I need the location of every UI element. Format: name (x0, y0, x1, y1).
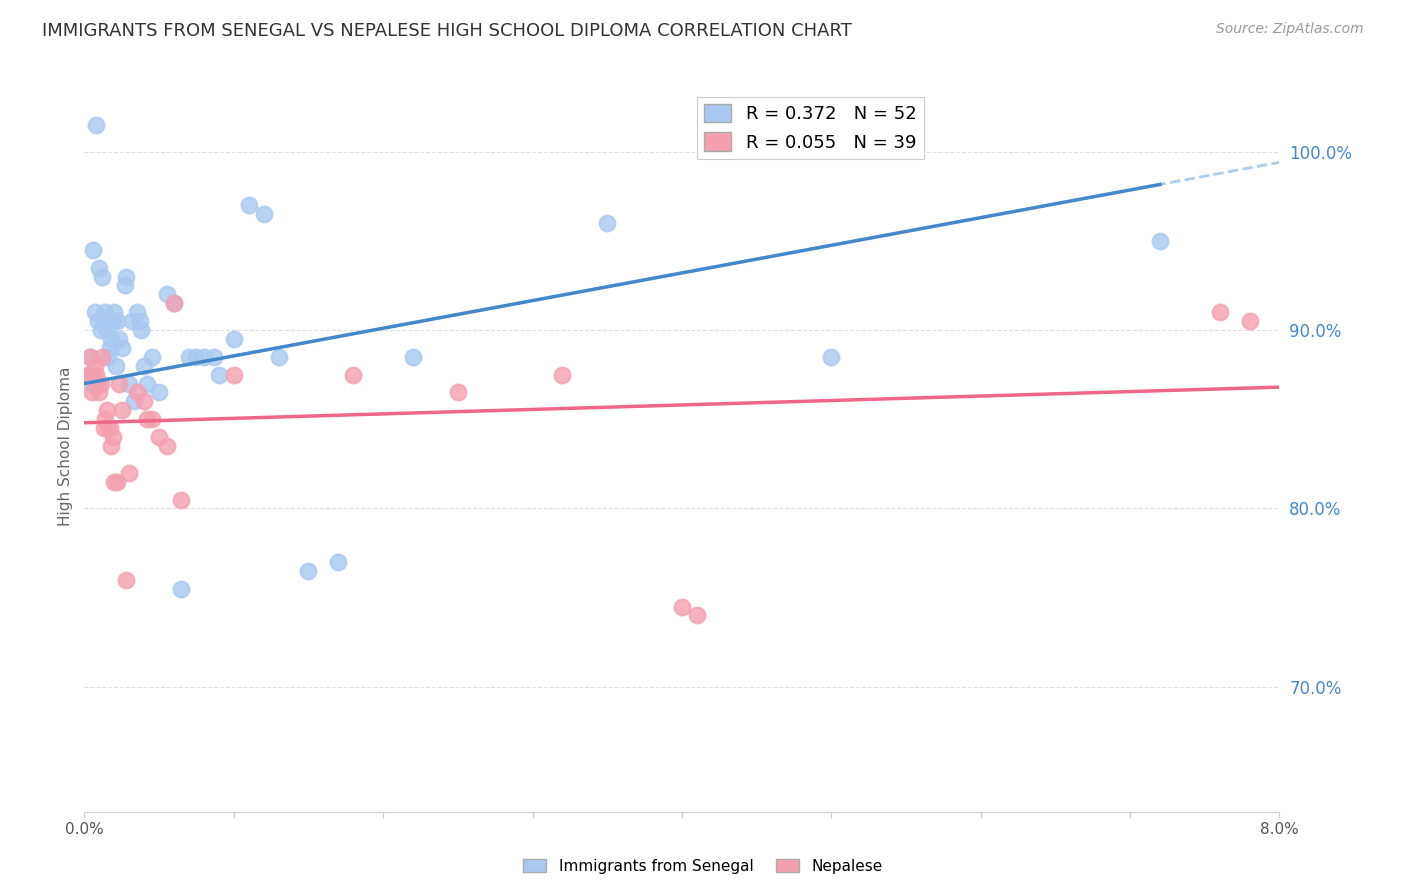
Legend: R = 0.372   N = 52, R = 0.055   N = 39: R = 0.372 N = 52, R = 0.055 N = 39 (697, 96, 924, 159)
Point (98, 341, 121, 355)
Point (86, 368, 108, 382)
Point (105, 314, 128, 328)
Point (148, 430, 170, 444)
Point (90, 323, 112, 337)
Point (125, 305, 148, 319)
Point (111, 341, 134, 355)
Point (93, 421, 115, 435)
Point (141, 350, 163, 364)
Point (100, 439, 122, 453)
Text: IMMIGRANTS FROM SENEGAL VS NEPALESE HIGH SCHOOL DIPLOMA CORRELATION CHART: IMMIGRANTS FROM SENEGAL VS NEPALESE HIGH… (42, 22, 852, 40)
Point (671, 599, 693, 614)
Legend: Immigrants from Senegal, Nepalese: Immigrants from Senegal, Nepalese (517, 853, 889, 880)
Point (93, 314, 115, 328)
Point (103, 475, 125, 489)
Point (122, 394, 145, 409)
Point (125, 385, 148, 400)
Point (94, 412, 117, 426)
Point (163, 296, 186, 310)
Point (107, 332, 129, 346)
Point (238, 198, 260, 212)
Point (82, 243, 104, 257)
Point (163, 296, 186, 310)
Point (177, 350, 200, 364)
Point (107, 376, 129, 391)
Point (170, 582, 193, 596)
Point (1209, 305, 1232, 319)
Point (104, 359, 127, 373)
Point (101, 314, 124, 328)
Point (141, 412, 163, 426)
Point (402, 350, 425, 364)
Point (115, 573, 138, 587)
Point (136, 412, 159, 426)
Point (170, 492, 193, 507)
Point (103, 305, 125, 319)
Point (91, 350, 114, 364)
Point (83, 305, 105, 319)
Point (101, 430, 124, 444)
Point (328, 555, 350, 569)
Point (447, 385, 470, 400)
Point (80, 376, 103, 391)
Point (91, 269, 114, 284)
Point (77, 368, 100, 382)
Point (89, 385, 111, 400)
Point (129, 323, 152, 337)
Point (115, 269, 138, 284)
Text: Source: ZipAtlas.com: Source: ZipAtlas.com (1216, 22, 1364, 37)
Point (82, 368, 104, 382)
Point (186, 350, 208, 364)
Point (222, 368, 245, 382)
Point (98, 421, 121, 435)
Point (89, 260, 111, 275)
Point (128, 314, 150, 328)
Point (118, 376, 141, 391)
Point (83, 359, 105, 373)
Point (155, 287, 177, 301)
Point (820, 350, 842, 364)
Point (1239, 314, 1261, 328)
Point (132, 394, 156, 409)
Point (155, 439, 177, 453)
Point (86, 118, 108, 132)
Point (686, 608, 709, 623)
Point (121, 314, 143, 328)
Point (208, 368, 231, 382)
Point (111, 403, 134, 417)
Point (148, 385, 170, 400)
Point (105, 475, 128, 489)
Y-axis label: High School Diploma: High School Diploma (58, 367, 73, 525)
Point (253, 207, 276, 221)
Point (96, 403, 118, 417)
Point (551, 368, 574, 382)
Point (97, 421, 120, 435)
Point (222, 332, 245, 346)
Point (79, 350, 101, 364)
Point (76, 368, 98, 382)
Point (100, 332, 122, 346)
Point (87, 314, 110, 328)
Point (132, 359, 156, 373)
Point (114, 278, 136, 293)
Point (90, 376, 112, 391)
Point (87, 376, 110, 391)
Point (297, 564, 319, 578)
Point (1149, 234, 1171, 248)
Point (267, 350, 290, 364)
Point (342, 368, 364, 382)
Point (193, 350, 215, 364)
Point (202, 350, 225, 364)
Point (96, 323, 118, 337)
Point (79, 350, 101, 364)
Point (136, 376, 159, 391)
Point (118, 466, 141, 480)
Point (97, 350, 120, 364)
Point (80, 385, 103, 400)
Point (596, 216, 619, 230)
Point (94, 305, 117, 319)
